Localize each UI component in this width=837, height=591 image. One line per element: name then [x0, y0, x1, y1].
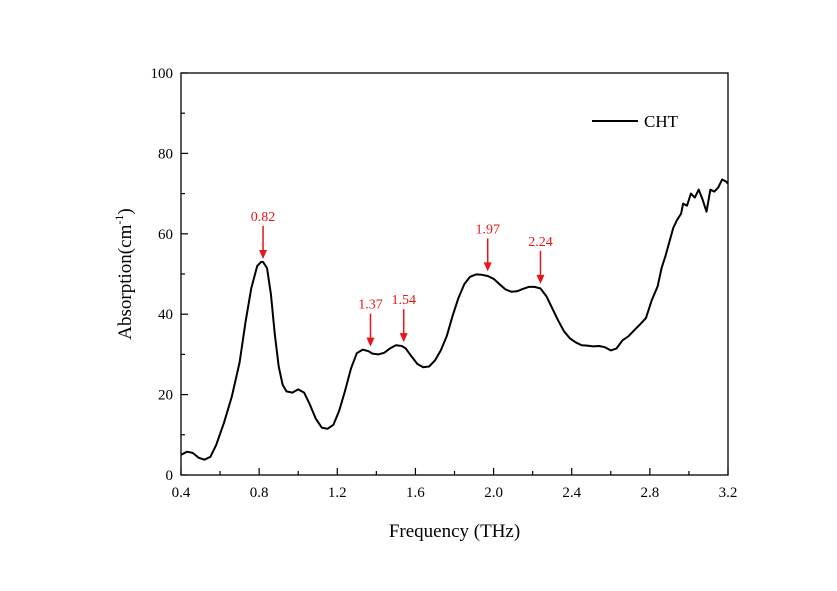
y-tick-label: 100 — [151, 66, 174, 82]
y-tick-label: 20 — [158, 388, 173, 404]
x-tick-label: 2.0 — [484, 485, 503, 501]
peak-annotation: 1.97 — [475, 222, 500, 272]
y-tick-label: 0 — [166, 468, 174, 484]
x-tick-label: 0.4 — [172, 485, 191, 501]
x-tick-label: 3.2 — [719, 485, 738, 501]
y-tick-label: 60 — [158, 227, 173, 243]
annotation-arrow-head — [483, 262, 492, 272]
annotation-arrow-head — [399, 333, 408, 343]
axis-ticks — [180, 72, 729, 476]
tick-labels: 0.4 0.8 1.2 1.6 2.0 2.4 2.8 3.2 0 20 40 60 80 100 — [151, 66, 738, 501]
legend-label-cht: CHT — [644, 112, 679, 131]
legend: CHT — [592, 112, 679, 131]
y-axis-title-superscript: -1 — [112, 215, 126, 225]
series-line-cht — [180, 178, 729, 461]
peak-annotation: 2.24 — [528, 235, 553, 284]
y-axis-title-close: ) — [115, 208, 136, 214]
x-tick-label: 1.2 — [328, 485, 347, 501]
annotation-label: 1.37 — [358, 298, 383, 313]
y-axis-title: Absorption(cm-1) — [112, 208, 136, 339]
annotation-arrow-head — [366, 337, 375, 347]
peak-annotation: 0.82 — [251, 210, 276, 259]
y-tick-label: 40 — [158, 307, 173, 323]
x-tick-label: 0.8 — [250, 485, 269, 501]
x-tick-label: 2.4 — [562, 485, 581, 501]
y-axis-title-main: Absorption(cm — [115, 224, 136, 339]
peak-annotation: 1.54 — [391, 293, 416, 343]
peak-annotation: 1.37 — [358, 298, 383, 347]
annotation-label: 1.97 — [475, 222, 500, 237]
y-tick-label: 80 — [158, 146, 173, 162]
annotation-arrow-head — [536, 274, 545, 284]
x-tick-label: 2.8 — [640, 485, 659, 501]
annotation-arrow-head — [259, 249, 268, 259]
x-axis-title: Frequency (THz) — [389, 521, 520, 542]
x-tick-label: 1.6 — [406, 485, 425, 501]
annotation-label: 0.82 — [251, 210, 276, 225]
peak-annotations: 0.82 1.37 1.54 1.97 2.24 — [251, 210, 553, 347]
plot-frame — [180, 72, 729, 476]
annotation-label: 2.24 — [528, 235, 553, 250]
annotation-label: 1.54 — [391, 293, 416, 308]
